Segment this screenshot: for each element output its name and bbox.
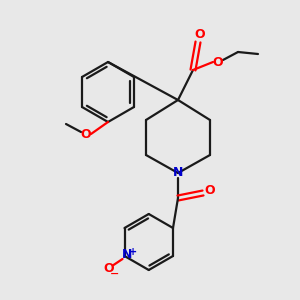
Text: −: − xyxy=(110,269,119,279)
Text: O: O xyxy=(213,56,223,68)
Text: O: O xyxy=(81,128,91,140)
Text: N: N xyxy=(122,248,133,260)
Text: O: O xyxy=(195,28,205,41)
Text: O: O xyxy=(205,184,215,197)
Text: O: O xyxy=(103,262,114,275)
Text: +: + xyxy=(129,247,138,257)
Text: N: N xyxy=(173,167,183,179)
